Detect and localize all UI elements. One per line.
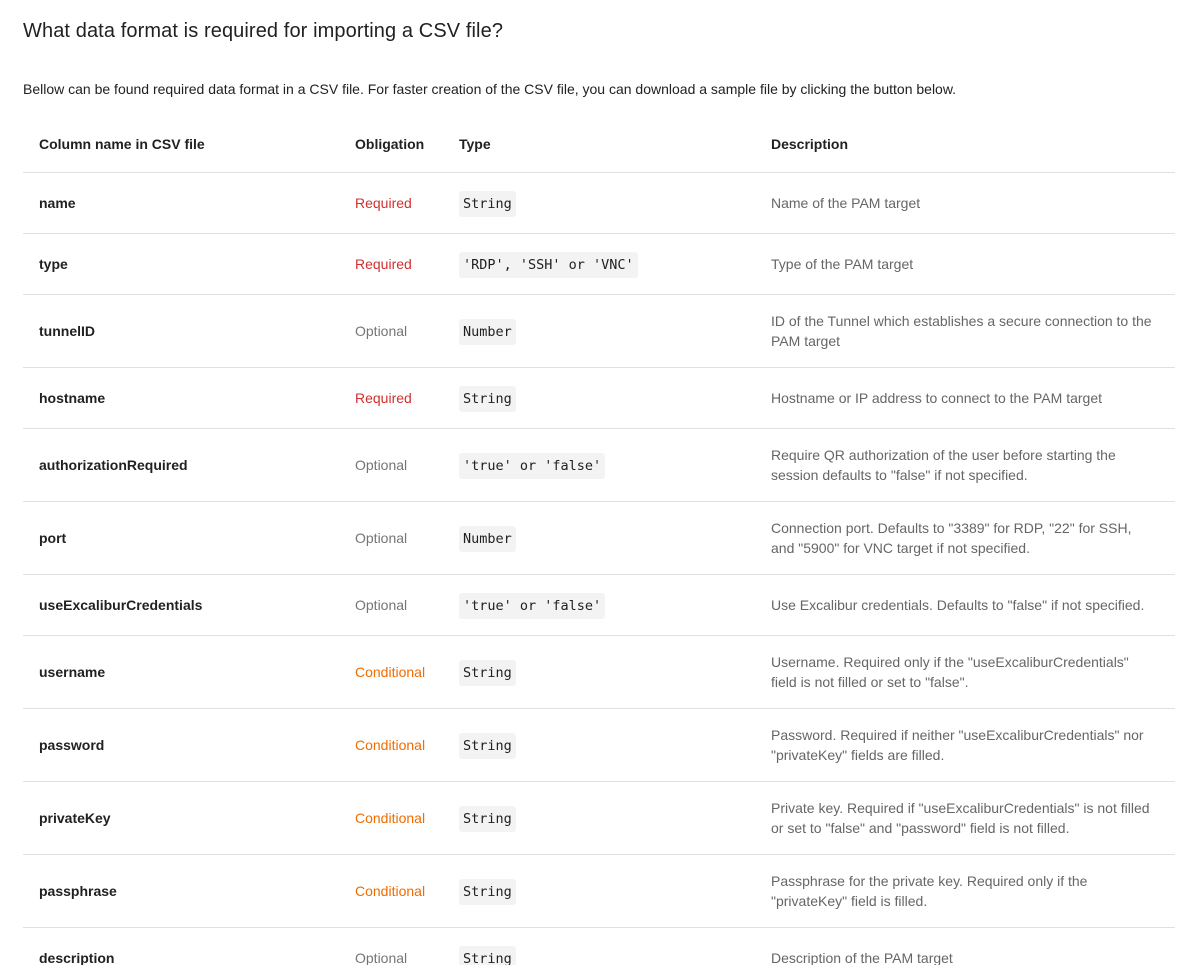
obligation: Conditional <box>355 854 459 928</box>
table-row: description Optional String Description of … <box>23 927 1175 965</box>
description: Type of the PAM target <box>771 233 1175 295</box>
type-cell: 'RDP', 'SSH' or 'VNC' <box>459 233 771 295</box>
type-cell: String <box>459 927 771 965</box>
type-code: String <box>459 190 516 217</box>
type-cell: String <box>459 781 771 855</box>
obligation: Conditional <box>355 781 459 855</box>
column-name: authorizationRequired <box>23 428 355 502</box>
csv-format-help: What data format is required for importi… <box>23 0 1175 965</box>
type-cell: String <box>459 635 771 709</box>
type-code: Number <box>459 318 516 345</box>
column-name: type <box>23 233 355 295</box>
type-cell: String <box>459 854 771 928</box>
table-row: username Conditional String Username. Requi… <box>23 635 1175 709</box>
column-name: username <box>23 635 355 709</box>
type-code: 'true' or 'false' <box>459 592 606 619</box>
description: Password. Required if neither "useExcali… <box>771 708 1175 782</box>
type-cell: String <box>459 172 771 234</box>
column-name: port <box>23 501 355 575</box>
table-row: useExcaliburCredentials Optional'true' or… <box>23 574 1175 636</box>
table-header-row: Column name in CSV file Obligation Type … <box>23 115 1175 173</box>
obligation: Optional <box>355 428 459 502</box>
column-name: privateKey <box>23 781 355 855</box>
table-row: hostname Required String Hostname or IP add… <box>23 367 1175 429</box>
type-cell: 'true' or 'false' <box>459 428 771 502</box>
column-name: description <box>23 927 355 965</box>
type-code: String <box>459 659 516 686</box>
column-name: tunnelID <box>23 294 355 368</box>
obligation: Optional <box>355 294 459 368</box>
column-name: name <box>23 172 355 234</box>
obligation: Conditional <box>355 635 459 709</box>
obligation: Conditional <box>355 708 459 782</box>
column-name: passphrase <box>23 854 355 928</box>
table-row: privateKey Conditional String Private key. … <box>23 781 1175 855</box>
header-obligation: Obligation <box>355 115 459 173</box>
description: Description of the PAM target <box>771 927 1175 965</box>
type-code: 'RDP', 'SSH' or 'VNC' <box>459 251 638 278</box>
obligation: Required <box>355 233 459 295</box>
description: Hostname or IP address to connect to the… <box>771 367 1175 429</box>
obligation: Optional <box>355 501 459 575</box>
table-row: name Required String Name of the PAM target <box>23 172 1175 234</box>
description: Connection port. Defaults to "3389" for … <box>771 501 1175 575</box>
type-code: String <box>459 945 516 965</box>
description: Name of the PAM target <box>771 172 1175 234</box>
type-code: Number <box>459 525 516 552</box>
type-cell: Number <box>459 501 771 575</box>
column-name: password <box>23 708 355 782</box>
type-code: String <box>459 805 516 832</box>
description: Username. Required only if the "useExcal… <box>771 635 1175 709</box>
table-row: tunnelID Optional Number ID of the Tunnel w… <box>23 294 1175 368</box>
header-description: Description <box>771 115 1175 173</box>
obligation: Required <box>355 172 459 234</box>
description: Use Excalibur credentials. Defaults to "… <box>771 574 1175 636</box>
csv-format-table: Column name in CSV file Obligation Type … <box>23 115 1175 965</box>
type-cell: 'true' or 'false' <box>459 574 771 636</box>
intro-text: Bellow can be found required data format… <box>23 81 957 97</box>
description: Passphrase for the private key. Required… <box>771 854 1175 928</box>
type-cell: Number <box>459 294 771 368</box>
table-row: authorizationRequired Optional'true' or '… <box>23 428 1175 502</box>
type-code: 'true' or 'false' <box>459 452 606 479</box>
type-cell: String <box>459 708 771 782</box>
type-code: String <box>459 878 516 905</box>
obligation: Optional <box>355 574 459 636</box>
table-row: password Conditional String Password. Requi… <box>23 708 1175 782</box>
description: ID of the Tunnel which establishes a sec… <box>771 294 1175 368</box>
header-column-name: Column name in CSV file <box>23 115 355 173</box>
table-row: type Required 'RDP', 'SSH' or 'VNC' Type of… <box>23 233 1175 295</box>
obligation: Required <box>355 367 459 429</box>
type-cell: String <box>459 367 771 429</box>
description: Require QR authorization of the user bef… <box>771 428 1175 502</box>
type-code: String <box>459 732 516 759</box>
type-code: String <box>459 385 516 412</box>
column-name: hostname <box>23 367 355 429</box>
description: Private key. Required if "useExcaliburCr… <box>771 781 1175 855</box>
column-name: useExcaliburCredentials <box>23 574 355 636</box>
obligation: Optional <box>355 927 459 965</box>
table-row: port Optional Number Connection port. Defau… <box>23 501 1175 575</box>
table-row: passphrase Conditional String Passphrase fo… <box>23 854 1175 928</box>
page-title: What data format is required for importi… <box>23 20 504 42</box>
header-type: Type <box>459 115 771 173</box>
